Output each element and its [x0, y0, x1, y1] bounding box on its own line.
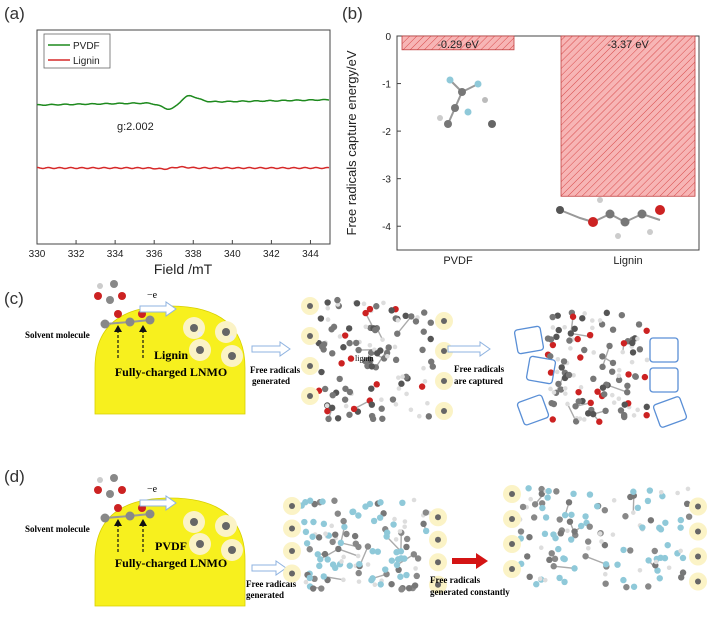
- step-d1-line2: generated: [246, 590, 284, 600]
- step-d1-line1: Free radicals: [246, 579, 297, 589]
- pvdf-chain-d2-icon: [503, 485, 707, 591]
- pvdf-chain-d1-icon: [283, 497, 447, 594]
- electrode-c-label1: Lignin: [154, 348, 188, 362]
- minus-e-c: −e: [147, 290, 158, 301]
- attack-arrow-head-c1: [114, 325, 122, 332]
- electrode-dome-d: [94, 497, 246, 607]
- step-d2-line2: generated constantly: [430, 587, 510, 597]
- electrode-d-label2: Fully-charged LNMO: [115, 556, 227, 570]
- step-arrow-d1: [251, 560, 287, 576]
- oxidation-arrow-d: [139, 495, 177, 511]
- radical-cluster-c-icon: [183, 317, 243, 367]
- step-arrow-c2: [447, 341, 491, 357]
- oxidation-arrow-c: [139, 301, 177, 317]
- solvent-label-c: Solvent molecule: [25, 330, 90, 340]
- electrode-c-label2: Fully-charged LNMO: [115, 365, 227, 379]
- step-c1-line1: Free radicals: [250, 365, 301, 375]
- panel-label-d: (d): [4, 467, 25, 486]
- radical-cluster-d-icon: [183, 511, 243, 561]
- lignin-center-label: lignin: [355, 354, 374, 363]
- panel-label-a: (a): [4, 4, 25, 23]
- solvent-molecule-c-icon: [94, 280, 155, 329]
- panel-label-b: (b): [342, 4, 363, 23]
- attack-arrow-head-c2: [139, 325, 147, 332]
- electrode-d-label1: PVDF: [155, 539, 187, 553]
- step-arrow-c1: [251, 341, 291, 357]
- minus-e-d: −e: [147, 484, 158, 495]
- step-arrow-d2-red: [452, 553, 488, 569]
- attack-arrow-head-d1: [114, 519, 122, 526]
- step-d2-line1: Free radicals: [430, 575, 481, 585]
- solvent-label-d: Solvent molecule: [25, 524, 90, 534]
- step-c2-line2: are captured: [454, 376, 503, 386]
- step-c2-line1: Free radicals: [454, 364, 505, 374]
- lignin-captured-network-c-icon: [544, 309, 650, 425]
- captured-radical-boxes-icon: [513, 325, 688, 428]
- step-c1-line2: generated: [252, 376, 290, 386]
- panel-label-c: (c): [4, 289, 24, 308]
- attack-arrow-head-d2: [139, 519, 147, 526]
- lignin-network-c-icon: [301, 296, 453, 423]
